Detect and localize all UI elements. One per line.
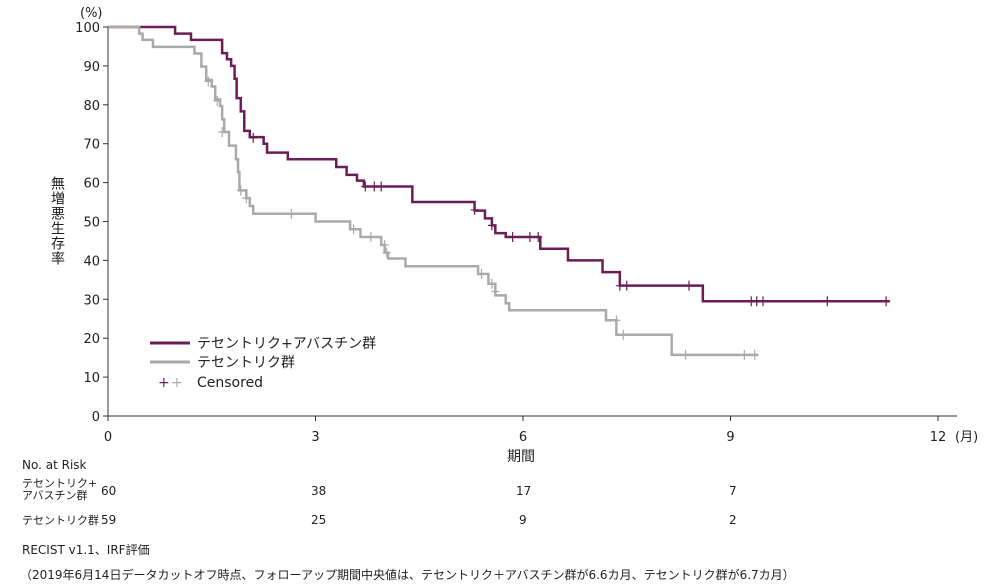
censor-mark xyxy=(685,280,693,291)
censor-mark xyxy=(612,315,621,326)
risk-value-mono-6: 9 xyxy=(519,513,527,527)
censor-mark xyxy=(759,296,768,307)
censor-mark xyxy=(823,296,832,307)
y-tick-label: 100 xyxy=(75,21,100,36)
y-unit: (%) xyxy=(80,6,103,21)
legend-label-mono: テセントリク群 xyxy=(197,355,295,371)
y-tick-label: 20 xyxy=(83,332,100,347)
series-group xyxy=(108,25,891,360)
x-tick-label: 12 xyxy=(930,430,947,445)
y-ticks: 0 10 20 30 40 50 60 70 80 90 100 xyxy=(75,21,108,425)
risk-row-label-mono: テセントリク群 xyxy=(22,514,99,527)
y-tick-label: 60 xyxy=(83,177,100,192)
censor-mark xyxy=(213,95,222,106)
risk-value-combo-9: 7 xyxy=(729,484,737,498)
legend-label-combo: テセントリク+アバスチン群 xyxy=(197,336,376,352)
censor-mark xyxy=(622,280,631,291)
censor-mark xyxy=(382,247,391,258)
censor-mark xyxy=(380,239,389,250)
censor-mark xyxy=(218,127,227,138)
censor-mark xyxy=(615,280,624,291)
y-tick-label: 50 xyxy=(83,216,100,231)
censor-mark xyxy=(882,296,891,307)
x-tick-label: 3 xyxy=(311,430,319,445)
censor-mark xyxy=(477,269,486,280)
series-line-mono xyxy=(108,25,759,357)
censor-mark xyxy=(370,181,379,192)
censor-mark xyxy=(740,349,749,360)
legend-censor-combo-mark: + xyxy=(158,375,170,391)
censor-mark xyxy=(204,76,213,87)
censor-mark xyxy=(750,349,759,360)
y-tick-label: 10 xyxy=(83,371,100,386)
censor-mark xyxy=(619,329,628,340)
y-tick-label: 70 xyxy=(83,138,100,153)
legend-label-censored: Censored xyxy=(197,375,263,391)
y-tick-label: 0 xyxy=(92,410,100,425)
x-ticks: 0 3 6 9 12 xyxy=(104,416,946,445)
risk-value-combo-6: 17 xyxy=(516,484,532,498)
censor-mark xyxy=(287,208,296,219)
y-tick-label: 80 xyxy=(83,99,100,114)
censor-mark xyxy=(377,181,386,192)
censor-mark xyxy=(491,286,500,297)
risk-value-mono-3: 25 xyxy=(311,513,327,527)
x-axis-label: 期間 xyxy=(507,449,535,465)
y-tick-label: 90 xyxy=(83,60,100,75)
x-tick-label: 9 xyxy=(726,430,734,445)
censor-mark xyxy=(487,220,496,231)
censor-mark xyxy=(242,193,251,204)
censor-mark xyxy=(236,185,245,196)
y-axis-label: 無増悪生存率 xyxy=(49,176,65,266)
risk-value-combo-0: 60 xyxy=(101,484,117,498)
censor-mark xyxy=(487,278,496,289)
series-line-combo xyxy=(108,25,890,303)
y-tick-label: 30 xyxy=(83,293,100,308)
risk-table-header: No. at Risk xyxy=(22,458,87,472)
censor-mark xyxy=(349,224,358,235)
footnote-note: （2019年6月14日データカットオフ時点、フォローアップ期間中央値は、テセント… xyxy=(20,568,795,582)
censor-mark xyxy=(470,204,479,215)
legend: テセントリク+アバスチン群 テセントリク群 + + Censored xyxy=(150,336,376,391)
x-unit: (月) xyxy=(955,430,978,445)
censor-mark xyxy=(361,181,370,192)
risk-value-mono-9: 2 xyxy=(729,513,737,527)
x-tick-label: 0 xyxy=(104,430,112,445)
y-tick-label: 40 xyxy=(83,254,100,269)
risk-value-mono-0: 59 xyxy=(101,513,117,527)
censor-mark xyxy=(366,232,375,243)
censor-mark xyxy=(508,232,517,243)
risk-row-label-combo: テセントリク+ アバスチン群 xyxy=(22,477,98,502)
x-tick-label: 6 xyxy=(519,430,527,445)
censor-mark xyxy=(681,349,690,360)
censor-mark xyxy=(249,132,258,143)
legend-censor-mono-mark: + xyxy=(171,375,183,391)
censor-mark xyxy=(534,232,543,243)
footnote-method: RECIST v1.1、IRF評価 xyxy=(22,543,150,557)
censor-mark xyxy=(525,232,534,243)
risk-value-combo-3: 38 xyxy=(311,484,327,498)
